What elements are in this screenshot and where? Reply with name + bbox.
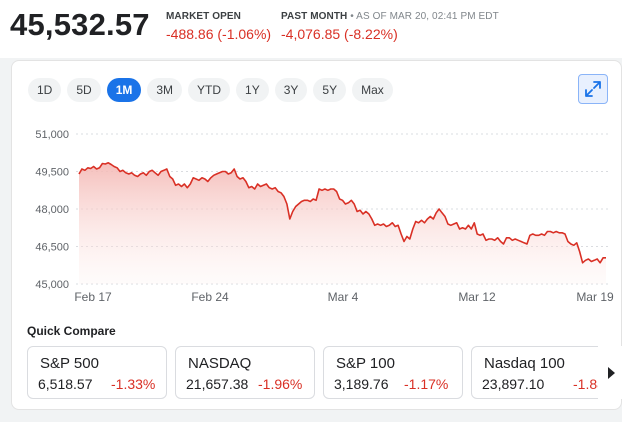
y-tick-label: 48,000 — [35, 204, 69, 216]
range-button-1d[interactable]: 1D — [28, 78, 62, 102]
range-button-1y[interactable]: 1Y — [236, 78, 269, 102]
current-price: 45,532.57 — [10, 7, 150, 42]
index-name: S&P 500 — [40, 355, 99, 372]
x-tick-label: Mar 19 — [576, 290, 614, 304]
quick-compare-card[interactable]: S&P 500 6,518.57 -1.33% — [27, 346, 167, 399]
as-of-timestamp: • AS OF MAR 20, 02:41 PM EDT — [347, 11, 499, 22]
expand-chart-button[interactable] — [578, 74, 608, 104]
expand-icon — [585, 81, 601, 97]
period-label-text: PAST MONTH — [281, 11, 348, 22]
y-tick-label: 46,500 — [35, 242, 69, 254]
chart-card: 1D 5D 1M 3M YTD 1Y 3Y 5Y Max 51,000 49,500 48,000 4… — [11, 60, 622, 410]
price-chart[interactable]: 51,000 49,500 48,000 46,500 45,000 Feb 17 Feb … — [12, 121, 621, 316]
period-label: PAST MONTH • AS OF MAR 20, 02:41 PM EDT — [281, 11, 499, 22]
index-change: -1.33% — [111, 376, 156, 392]
quick-compare-card[interactable]: S&P 100 3,189.76 -1.17% — [323, 346, 463, 399]
range-button-max[interactable]: Max — [352, 78, 393, 102]
y-tick-label: 49,500 — [35, 167, 69, 179]
index-value: 3,189.76 — [334, 376, 389, 392]
index-name: NASDAQ — [188, 355, 252, 372]
range-button-5y[interactable]: 5Y — [313, 78, 347, 102]
period-change-value: -4,076.85 (-8.22%) — [281, 26, 398, 42]
x-tick-label: Mar 12 — [458, 290, 496, 304]
quick-compare-next-button[interactable] — [598, 346, 622, 399]
range-button-3y[interactable]: 3Y — [274, 78, 308, 102]
range-button-5d[interactable]: 5D — [67, 78, 101, 102]
market-status-label: MARKET OPEN — [166, 11, 241, 22]
x-tick-label: Feb 17 — [74, 290, 112, 304]
index-change: -1.96% — [258, 376, 303, 392]
price-line — [78, 162, 606, 264]
quick-compare-card[interactable]: NASDAQ 21,657.38 -1.96% — [175, 346, 315, 399]
range-button-1m[interactable]: 1M — [106, 78, 142, 102]
index-value: 21,657.38 — [186, 376, 249, 392]
index-value: 6,518.57 — [38, 376, 93, 392]
price-area — [79, 162, 606, 284]
range-selector: 1D 5D 1M 3M YTD 1Y 3Y 5Y Max — [28, 78, 393, 102]
x-tick-label: Feb 24 — [191, 290, 229, 304]
index-change: -1.17% — [404, 376, 449, 392]
y-tick-label: 51,000 — [35, 129, 69, 141]
quick-compare-title: Quick Compare — [27, 324, 116, 338]
range-button-ytd[interactable]: YTD — [188, 78, 231, 102]
index-name: Nasdaq 100 — [484, 355, 565, 372]
quote-header: 45,532.57 MARKET OPEN -488.86 (-1.06%) P… — [0, 0, 622, 58]
market-change-value: -488.86 (-1.06%) — [166, 26, 272, 42]
x-tick-label: Mar 4 — [328, 290, 359, 304]
page-bottom — [0, 410, 622, 422]
y-tick-label: 45,000 — [35, 279, 69, 291]
range-button-3m[interactable]: 3M — [147, 78, 183, 102]
index-name: S&P 100 — [336, 355, 395, 372]
index-value: 23,897.10 — [482, 376, 545, 392]
chevron-right-icon — [607, 366, 615, 379]
